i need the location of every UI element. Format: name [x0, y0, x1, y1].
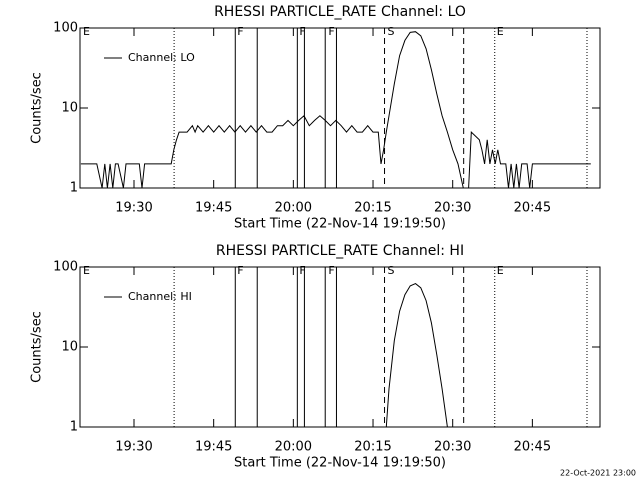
flag-label: F — [299, 25, 305, 38]
flag-label: F — [328, 264, 334, 277]
flag-label: F — [299, 264, 305, 277]
x-tick-label: 20:15 — [354, 440, 391, 455]
x-tick-label: 20:00 — [275, 440, 312, 455]
y-axis-label: Counts/sec — [30, 72, 45, 144]
chart-title: RHESSI PARTICLE_RATE Channel: HI — [216, 243, 464, 259]
y-axis-label: Counts/sec — [30, 311, 45, 383]
flag-label: S — [388, 264, 395, 277]
x-tick-label: 20:30 — [434, 201, 471, 216]
x-axis-label: Start Time (22-Nov-14 19:19:50) — [234, 217, 446, 232]
x-tick-label: 19:30 — [115, 201, 152, 216]
flag-label: E — [497, 264, 504, 277]
y-tick-label: 100 — [53, 260, 78, 275]
y-tick-label: 1 — [70, 420, 78, 435]
y-tick-label: 10 — [61, 340, 78, 355]
flag-label: E — [83, 25, 90, 38]
x-tick-label: 19:45 — [195, 440, 232, 455]
x-tick-label: 20:30 — [434, 440, 471, 455]
data-line — [385, 283, 448, 428]
x-tick-label: 20:45 — [514, 440, 551, 455]
y-tick-label: 1 — [70, 181, 78, 196]
chart-title: RHESSI PARTICLE_RATE Channel: LO — [214, 4, 466, 20]
flag-label: S — [388, 25, 395, 38]
flag-label: F — [237, 25, 243, 38]
flag-label: E — [497, 25, 504, 38]
legend-label: Channel: LO — [128, 51, 195, 64]
y-tick-label: 100 — [53, 21, 78, 36]
x-tick-label: 19:30 — [115, 440, 152, 455]
footer: 22-Oct-2021 23:00 — [560, 469, 636, 478]
data-line — [80, 31, 591, 189]
x-tick-label: 20:00 — [275, 201, 312, 216]
x-axis-label: Start Time (22-Nov-14 19:19:50) — [234, 456, 446, 471]
x-tick-label: 20:15 — [354, 201, 391, 216]
flag-label: E — [83, 264, 90, 277]
flag-label: F — [237, 264, 243, 277]
x-tick-label: 19:45 — [195, 201, 232, 216]
y-tick-label: 10 — [61, 101, 78, 116]
legend-label: Channel: HI — [128, 290, 192, 303]
flag-label: F — [328, 25, 334, 38]
x-tick-label: 20:45 — [514, 201, 551, 216]
